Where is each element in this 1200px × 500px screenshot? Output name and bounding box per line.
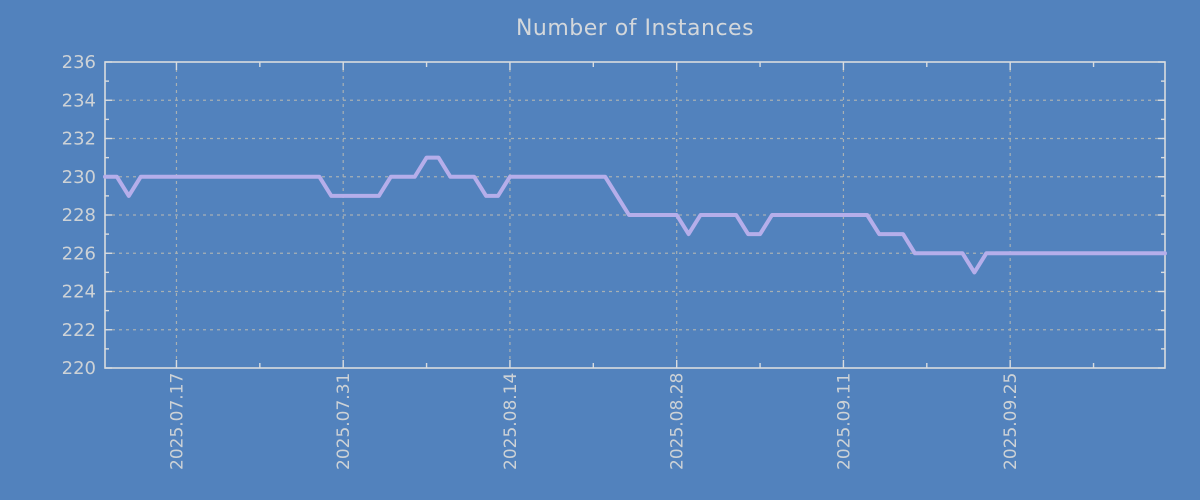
y-tick-label: 222 [62, 320, 96, 341]
y-tick-label: 232 [62, 129, 96, 150]
x-tick-label: 2025.08.28 [668, 373, 688, 470]
y-tick-label: 236 [62, 52, 96, 73]
series-instances-line [103, 155, 1167, 275]
y-tick-label: 230 [62, 167, 96, 188]
y-tick-label: 226 [62, 243, 96, 264]
y-tick-label: 224 [62, 282, 96, 303]
y-tick-label: 228 [62, 205, 96, 226]
plot-frame [104, 61, 1166, 369]
x-tick-label: 2025.09.11 [834, 373, 854, 470]
x-axis-labels: 2025.07.17 2025.07.31 2025.08.14 2025.08.28… [167, 373, 1021, 470]
y-axis-labels: 220 222 224 226 228 230 232 234 236 [62, 52, 96, 379]
x-tick-label: 2025.07.31 [334, 373, 354, 470]
x-tick-label: 2025.08.14 [501, 373, 521, 470]
grid-lines [105, 62, 1165, 368]
chart-title: Number of Instances [515, 16, 755, 41]
x-tick-label: 2025.09.25 [1001, 373, 1021, 470]
x-tick-label: 2025.07.17 [167, 373, 187, 470]
y-tick-label: 220 [62, 358, 96, 379]
y-tick-label: 234 [62, 90, 96, 111]
